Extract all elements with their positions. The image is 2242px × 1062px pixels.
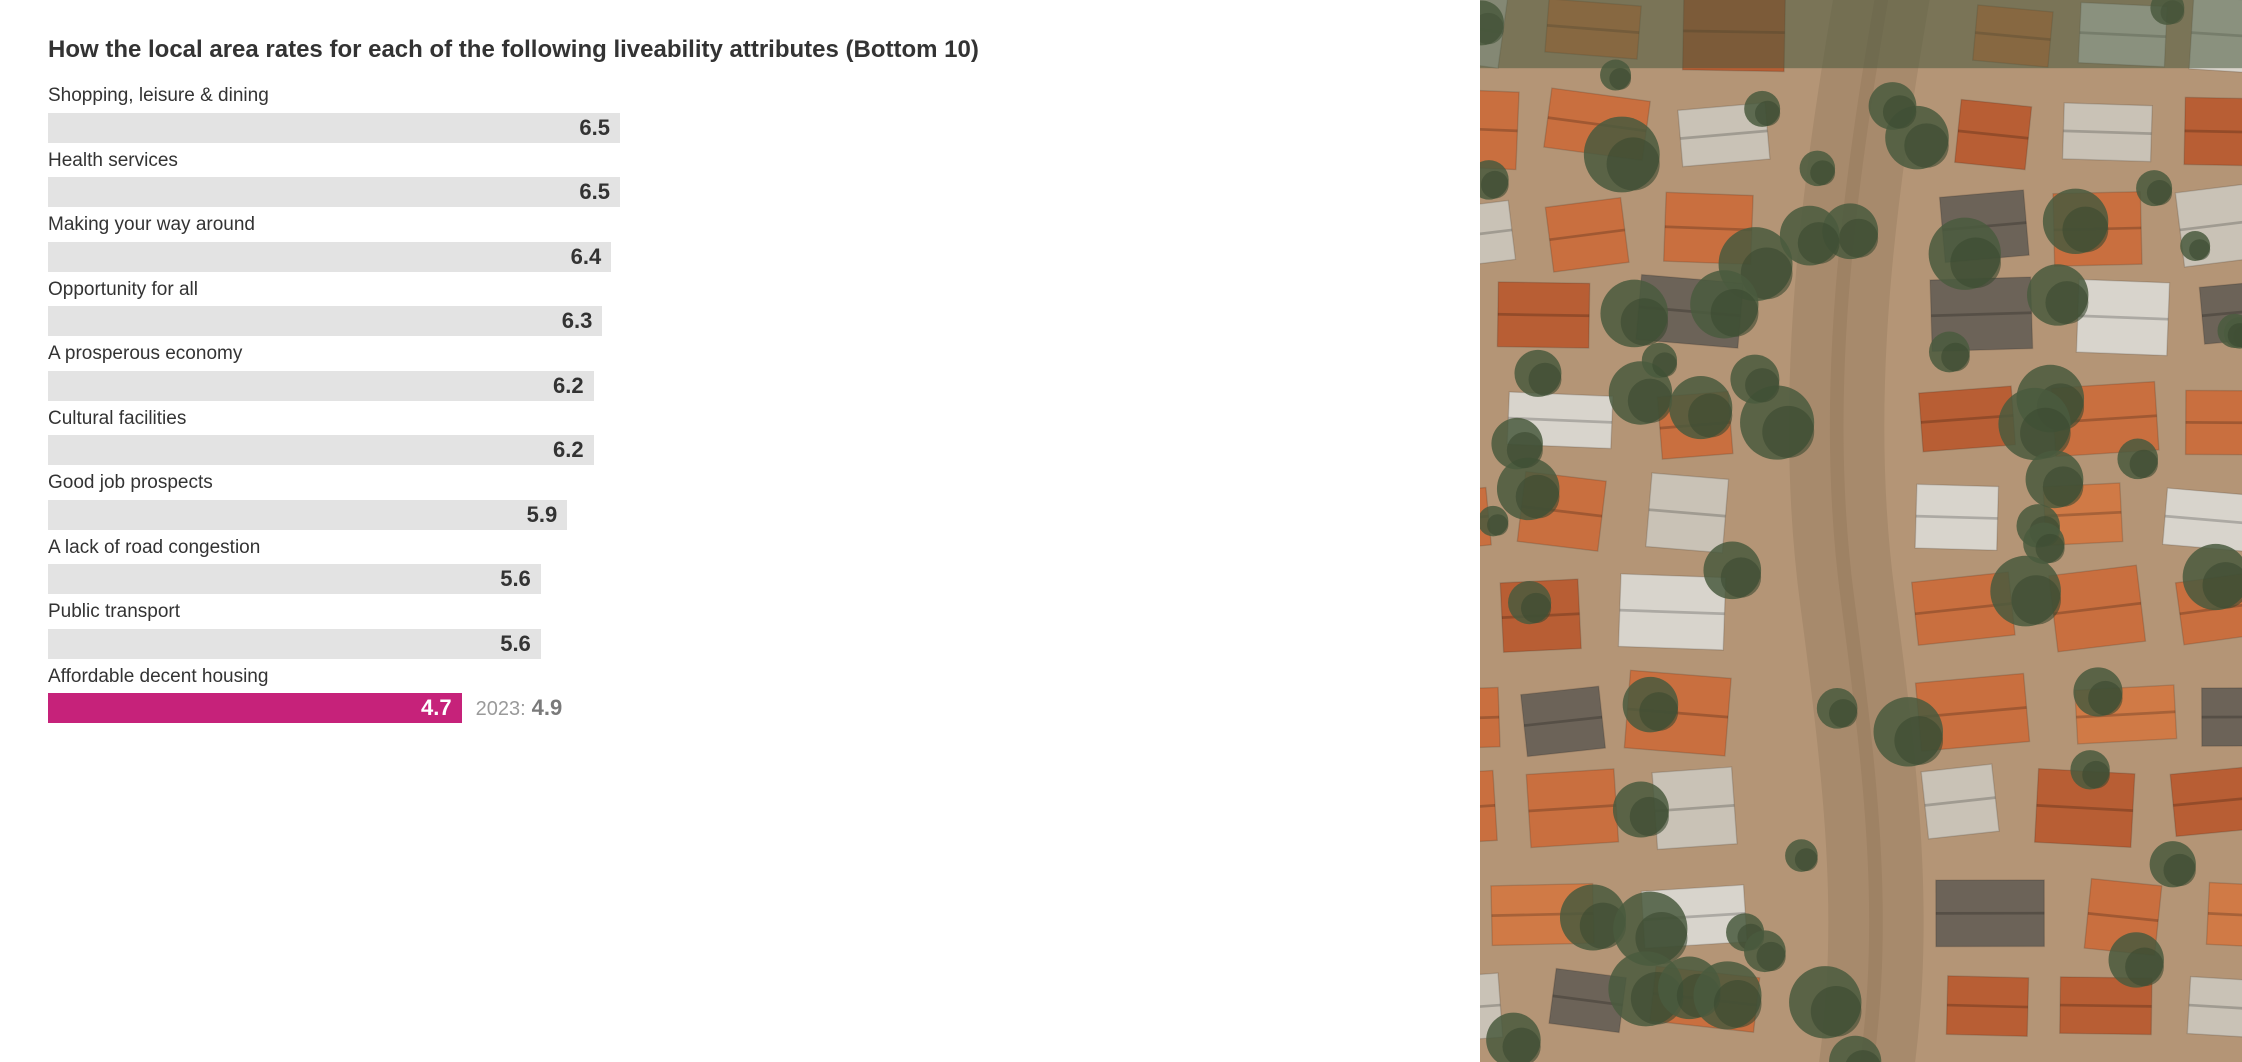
bar-fill: 5.6 bbox=[48, 629, 541, 659]
page: How the local area rates for each of the… bbox=[0, 0, 2242, 1062]
bar-label: Cultural facilities bbox=[48, 405, 1432, 434]
bar-track: 6.2 bbox=[48, 371, 594, 401]
bar-track: 6.5 bbox=[48, 113, 620, 143]
comparison: 2023: 4.9 bbox=[476, 695, 563, 721]
bar-track-wrap: 6.5 bbox=[48, 177, 1432, 207]
bar-value: 5.9 bbox=[527, 502, 558, 528]
bar-track: 5.9 bbox=[48, 500, 567, 530]
bar-fill: 6.2 bbox=[48, 435, 594, 465]
bar-fill: 6.5 bbox=[48, 113, 620, 143]
bar-list: Shopping, leisure & dining6.5Health serv… bbox=[48, 82, 1432, 727]
bar-track: 5.6 bbox=[48, 629, 541, 659]
bar-fill: 6.4 bbox=[48, 242, 611, 272]
bar-value: 6.2 bbox=[553, 437, 584, 463]
bar-fill: 4.7 bbox=[48, 693, 462, 723]
bar-track: 6.4 bbox=[48, 242, 611, 272]
bar-label: Health services bbox=[48, 147, 1432, 176]
bar-track-wrap: 5.9 bbox=[48, 500, 1432, 530]
bar-fill: 6.2 bbox=[48, 371, 594, 401]
bar-track-wrap: 6.4 bbox=[48, 242, 1432, 272]
bar-value: 4.7 bbox=[421, 695, 452, 721]
bar-row: Making your way around 6.4 bbox=[48, 211, 1432, 272]
bar-track: 5.6 bbox=[48, 564, 541, 594]
bar-label: Shopping, leisure & dining bbox=[48, 82, 1432, 111]
bar-label: Opportunity for all bbox=[48, 276, 1432, 305]
bar-value: 6.5 bbox=[579, 115, 610, 141]
bar-track-wrap: 6.2 bbox=[48, 371, 1432, 401]
bar-row: A lack of road congestion 5.6 bbox=[48, 534, 1432, 595]
bar-row: Opportunity for all 6.3 bbox=[48, 276, 1432, 337]
chart-title: How the local area rates for each of the… bbox=[48, 36, 1432, 64]
bar-row: A prosperous economy 6.2 bbox=[48, 340, 1432, 401]
bar-fill: 6.5 bbox=[48, 177, 620, 207]
bar-row: Health services 6.5 bbox=[48, 147, 1432, 208]
bar-track: 4.7 bbox=[48, 693, 462, 723]
bar-track-wrap: 6.2 bbox=[48, 435, 1432, 465]
bar-fill: 5.9 bbox=[48, 500, 567, 530]
bar-track-wrap: 6.5 bbox=[48, 113, 1432, 143]
bar-row: Shopping, leisure & dining 6.5 bbox=[48, 82, 1432, 143]
bar-label: A prosperous economy bbox=[48, 340, 1432, 369]
bar-track-wrap: 4.7 2023: 4.9 bbox=[48, 693, 1432, 723]
bar-value: 6.3 bbox=[562, 308, 593, 334]
comparison-label: 2023: bbox=[476, 698, 526, 721]
bar-value: 6.4 bbox=[571, 244, 602, 270]
bar-row: Good job prospects 5.9 bbox=[48, 469, 1432, 530]
chart-panel: How the local area rates for each of the… bbox=[0, 0, 1480, 1062]
bar-label: Good job prospects bbox=[48, 469, 1432, 498]
bar-label: Public transport bbox=[48, 598, 1432, 627]
bar-label: Affordable decent housing bbox=[48, 663, 1432, 692]
bar-value: 5.6 bbox=[500, 566, 531, 592]
comparison-value: 4.9 bbox=[532, 695, 563, 721]
bar-label: A lack of road congestion bbox=[48, 534, 1432, 563]
bar-row: Affordable decent housing 4.7 2023: 4.9 bbox=[48, 663, 1432, 724]
bar-fill: 5.6 bbox=[48, 564, 541, 594]
aerial-suburb-image bbox=[1480, 0, 2242, 1062]
bar-fill: 6.3 bbox=[48, 306, 602, 336]
bar-value: 5.6 bbox=[500, 631, 531, 657]
bar-track: 6.5 bbox=[48, 177, 620, 207]
bar-row: Cultural facilities 6.2 bbox=[48, 405, 1432, 466]
bar-track-wrap: 6.3 bbox=[48, 306, 1432, 336]
bar-track: 6.3 bbox=[48, 306, 602, 336]
bar-row: Public transport 5.6 bbox=[48, 598, 1432, 659]
bar-value: 6.2 bbox=[553, 373, 584, 399]
bar-track-wrap: 5.6 bbox=[48, 564, 1432, 594]
image-panel bbox=[1480, 0, 2242, 1062]
bar-label: Making your way around bbox=[48, 211, 1432, 240]
bar-value: 6.5 bbox=[579, 179, 610, 205]
bar-track: 6.2 bbox=[48, 435, 594, 465]
bar-track-wrap: 5.6 bbox=[48, 629, 1432, 659]
